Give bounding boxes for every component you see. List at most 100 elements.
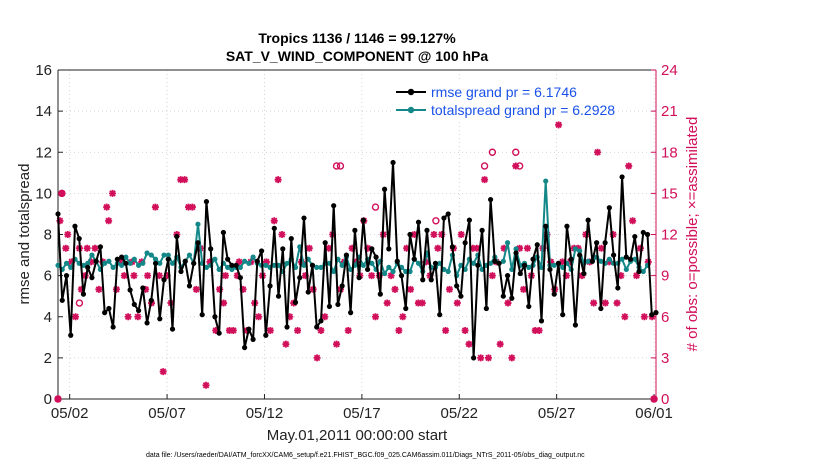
rmse-point bbox=[314, 324, 320, 330]
totalspread-point bbox=[632, 256, 638, 262]
rmse-point bbox=[195, 240, 201, 246]
totalspread-point bbox=[85, 260, 91, 266]
rmse-point bbox=[322, 240, 328, 246]
obs-assimilated-marker bbox=[594, 148, 602, 156]
obs-assimilated-marker bbox=[578, 272, 586, 280]
rmse-point bbox=[263, 332, 269, 338]
rmse-point bbox=[297, 275, 303, 281]
obs-assimilated-marker bbox=[348, 244, 356, 252]
rmse-point bbox=[123, 260, 129, 266]
obs-assimilated-marker bbox=[640, 313, 648, 321]
legend-spread-marker bbox=[407, 106, 415, 114]
rmse-point bbox=[365, 266, 371, 273]
rmse-point bbox=[390, 159, 396, 166]
obs-assimilated-marker bbox=[465, 340, 473, 348]
obs-assimilated-marker bbox=[516, 244, 524, 252]
obs-assimilated-marker bbox=[278, 231, 286, 238]
obs-assimilated-marker bbox=[621, 313, 629, 321]
y-tick-label: 8 bbox=[44, 227, 52, 244]
rmse-point bbox=[568, 256, 574, 262]
y-tick-label: 0 bbox=[44, 391, 52, 408]
totalspread-point bbox=[246, 260, 252, 266]
obs-assimilated-marker bbox=[430, 231, 438, 238]
y-right-tick-label: 0 bbox=[661, 391, 669, 408]
obs-assimilated-marker bbox=[364, 244, 372, 252]
rmse-point bbox=[356, 275, 362, 281]
y-right-tick-label: 21 bbox=[661, 103, 678, 120]
rmse-point bbox=[471, 355, 477, 361]
rmse-point bbox=[97, 244, 104, 250]
obs-assimilated-marker bbox=[163, 272, 171, 280]
rmse-point bbox=[627, 256, 634, 262]
rmse-point bbox=[555, 260, 562, 266]
rmse-point bbox=[199, 312, 205, 318]
obs-assimilated-marker bbox=[403, 244, 411, 252]
obs-assimilated-marker bbox=[597, 244, 605, 252]
obs-assimilated-marker bbox=[225, 326, 233, 334]
obs-assimilated-marker bbox=[266, 326, 274, 334]
y-tick-label: 16 bbox=[35, 62, 52, 79]
obs-possible-marker bbox=[488, 148, 497, 156]
y-right-tick-label: 6 bbox=[661, 309, 669, 326]
rmse-point bbox=[649, 312, 655, 318]
rmse-point bbox=[59, 297, 65, 303]
obs-assimilated-marker bbox=[235, 258, 243, 266]
y-tick-label: 2 bbox=[44, 350, 52, 367]
obs-assimilated-marker bbox=[477, 354, 485, 362]
rmse-point bbox=[301, 215, 307, 221]
obs-assimilated-marker bbox=[229, 326, 237, 334]
obs-assimilated-marker bbox=[512, 162, 520, 170]
rmse-point bbox=[55, 211, 61, 217]
obs-assimilated-marker bbox=[609, 231, 617, 238]
rmse-point bbox=[530, 256, 536, 262]
totalspread-point bbox=[102, 260, 108, 266]
legend: rmse grand pr = 6.1746 totalspread grand… bbox=[392, 80, 615, 120]
totalspread-point bbox=[63, 260, 70, 266]
obs-assimilated-marker bbox=[473, 244, 481, 252]
rmse-point bbox=[623, 254, 629, 260]
obs-assimilated-marker bbox=[333, 340, 341, 348]
rmse-point bbox=[72, 223, 78, 229]
obs-assimilated-marker bbox=[582, 231, 590, 238]
obs-assimilated-marker bbox=[636, 244, 644, 252]
rmse-point bbox=[144, 320, 150, 326]
totalspread-point bbox=[509, 266, 515, 273]
obs-assimilated-marker bbox=[650, 395, 658, 403]
obs-assimilated-marker bbox=[188, 203, 196, 211]
totalspread-point bbox=[640, 268, 646, 275]
rmse-point bbox=[492, 258, 498, 264]
obs-assimilated-marker bbox=[134, 313, 142, 321]
rmse-point bbox=[93, 258, 99, 264]
totalspread-point bbox=[577, 248, 583, 254]
obs-assimilated-marker bbox=[531, 326, 539, 334]
obs-assimilated-marker bbox=[500, 244, 508, 252]
totalspread-point bbox=[301, 262, 307, 268]
rmse-point bbox=[242, 344, 248, 351]
x-tick-label: 05/07 bbox=[148, 405, 186, 422]
obs-assimilated-marker bbox=[202, 381, 210, 389]
obs-assimilated-marker bbox=[185, 203, 193, 211]
legend-rmse-marker bbox=[407, 88, 415, 96]
y-tick-label: 6 bbox=[44, 268, 52, 285]
rmse-point bbox=[369, 246, 375, 252]
rmse-point bbox=[598, 305, 604, 312]
totalspread-point bbox=[119, 262, 125, 268]
rmse-point bbox=[318, 318, 324, 324]
obs-assimilated-marker bbox=[601, 299, 609, 307]
obs-assimilated-marker bbox=[286, 313, 294, 321]
rmse-point bbox=[398, 273, 405, 279]
rmse-point bbox=[216, 330, 222, 336]
rmse-point bbox=[254, 258, 260, 264]
obs-assimilated-marker bbox=[151, 203, 159, 211]
rmse-point bbox=[68, 332, 74, 338]
rmse-point bbox=[186, 283, 193, 289]
rmse-point bbox=[233, 262, 239, 268]
chart-subtitle: SAT_V_WIND_COMPONENT @ 100 hPa bbox=[226, 48, 489, 64]
totalspread-point bbox=[225, 264, 231, 270]
rmse-point bbox=[148, 297, 154, 303]
obs-assimilated-marker bbox=[457, 231, 465, 238]
rmse-point bbox=[407, 231, 413, 238]
obs-assimilated-marker bbox=[590, 299, 598, 307]
rmse-point bbox=[462, 240, 468, 246]
